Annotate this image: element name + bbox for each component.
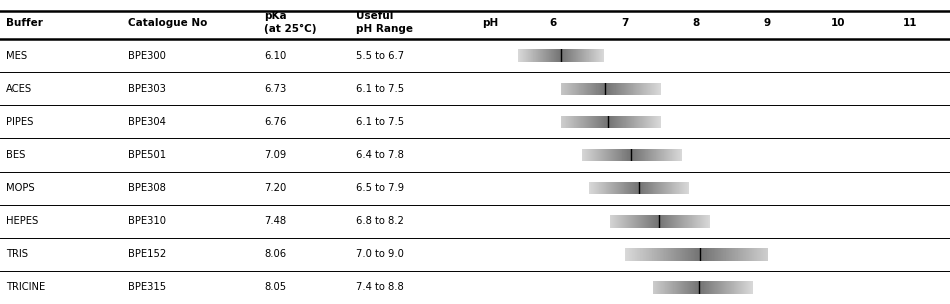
Text: 6.8 to 8.2: 6.8 to 8.2	[356, 216, 404, 226]
Text: 8.06: 8.06	[264, 249, 286, 259]
Text: 6.5 to 7.9: 6.5 to 7.9	[356, 183, 405, 193]
Text: HEPES: HEPES	[6, 216, 38, 226]
Text: 7: 7	[621, 18, 628, 28]
Text: BPE303: BPE303	[128, 84, 166, 94]
Text: 6.73: 6.73	[264, 84, 286, 94]
Text: 6.76: 6.76	[264, 117, 287, 127]
Text: BPE152: BPE152	[128, 249, 166, 259]
Text: Catalogue No: Catalogue No	[128, 18, 208, 28]
Text: BPE310: BPE310	[128, 216, 166, 226]
Text: BPE304: BPE304	[128, 117, 166, 127]
Text: TRIS: TRIS	[6, 249, 28, 259]
Text: 6: 6	[550, 18, 557, 28]
Text: Buffer: Buffer	[6, 18, 43, 28]
Text: 10: 10	[831, 18, 846, 28]
Text: 7.48: 7.48	[264, 216, 286, 226]
Text: 9: 9	[764, 18, 770, 28]
Text: BES: BES	[6, 150, 25, 160]
Text: 6.4 to 7.8: 6.4 to 7.8	[356, 150, 404, 160]
Text: TRICINE: TRICINE	[6, 282, 45, 292]
Text: BPE300: BPE300	[128, 51, 166, 61]
Text: BPE315: BPE315	[128, 282, 166, 292]
Text: 6.10: 6.10	[264, 51, 286, 61]
Text: pKa
(at 25°C): pKa (at 25°C)	[264, 11, 316, 34]
Text: 8: 8	[693, 18, 699, 28]
Text: 8.05: 8.05	[264, 282, 286, 292]
Text: MOPS: MOPS	[6, 183, 34, 193]
Text: PIPES: PIPES	[6, 117, 33, 127]
Text: 7.4 to 8.8: 7.4 to 8.8	[356, 282, 404, 292]
Text: MES: MES	[6, 51, 27, 61]
Text: 7.0 to 9.0: 7.0 to 9.0	[356, 249, 404, 259]
Text: 7.20: 7.20	[264, 183, 286, 193]
Text: ACES: ACES	[6, 84, 31, 94]
Text: BPE308: BPE308	[128, 183, 166, 193]
Text: 6.1 to 7.5: 6.1 to 7.5	[356, 84, 405, 94]
Text: Useful
pH Range: Useful pH Range	[356, 12, 413, 34]
Text: 7.09: 7.09	[264, 150, 286, 160]
Text: pH: pH	[483, 18, 499, 28]
Text: 5.5 to 6.7: 5.5 to 6.7	[356, 51, 405, 61]
Text: BPE501: BPE501	[128, 150, 166, 160]
Text: 6.1 to 7.5: 6.1 to 7.5	[356, 117, 405, 127]
Text: 11: 11	[902, 18, 917, 28]
